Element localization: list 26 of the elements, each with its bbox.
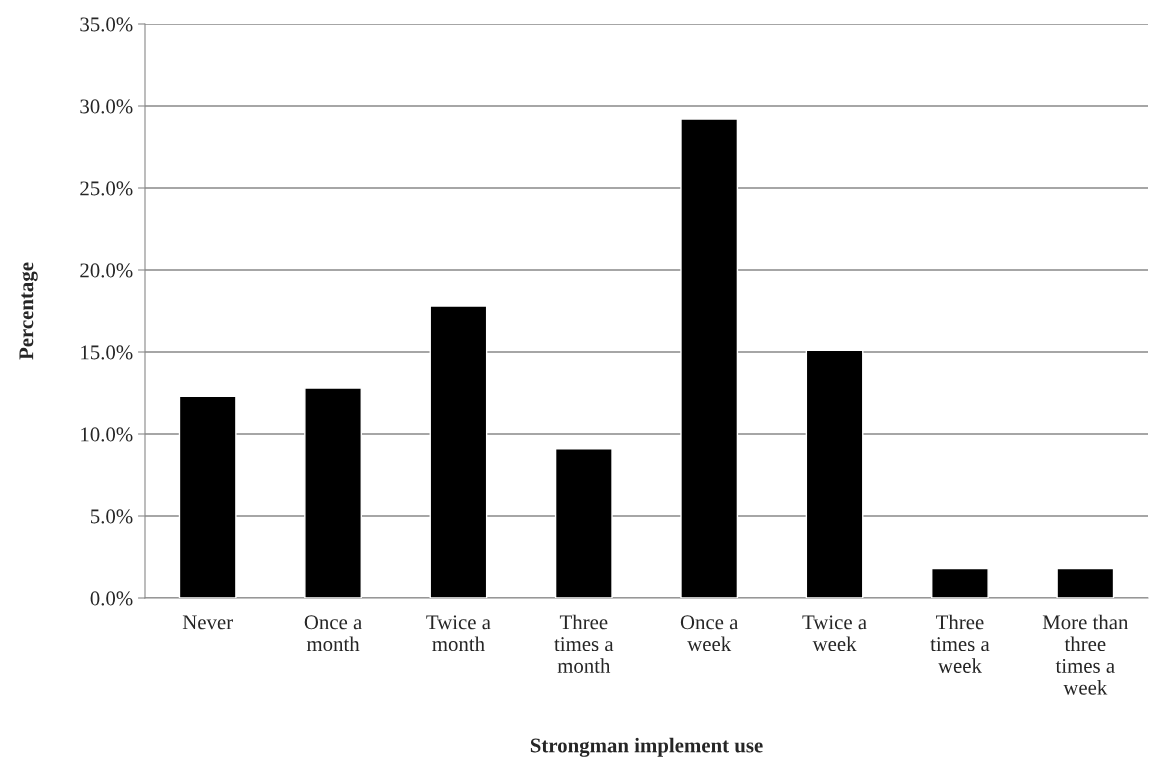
- x-tick-label: Once a month: [304, 615, 362, 652]
- x-tick-label: Twice a week: [802, 615, 867, 652]
- x-tick-label: Twice a month: [426, 615, 491, 652]
- y-tick-label: 30.0%: [80, 99, 133, 114]
- bar: [304, 387, 362, 598]
- x-tick-label: Once a week: [680, 615, 739, 652]
- y-tick-label: 10.0%: [81, 427, 133, 442]
- y-tick-label: 35.0%: [80, 17, 133, 32]
- bar: [429, 305, 488, 598]
- bar: [554, 448, 613, 598]
- y-tick-label: 5.0%: [91, 509, 133, 524]
- bar: [931, 567, 989, 598]
- x-tick-label: Never: [182, 615, 233, 630]
- x-axis-title: Strongman implement use: [530, 737, 763, 757]
- bar: [178, 395, 237, 598]
- bar: [805, 349, 864, 598]
- y-tick-label: 0.0%: [90, 591, 133, 606]
- y-axis-title: Percentage: [19, 262, 38, 360]
- bar: [680, 118, 739, 598]
- bar: [1056, 567, 1115, 598]
- y-tick-label: 20.0%: [80, 263, 133, 278]
- y-tick-label: 25.0%: [80, 181, 133, 196]
- x-tick-label: Three times a week: [930, 614, 990, 673]
- y-tick-label: 15.0%: [81, 345, 133, 360]
- x-tick-label: Three times a month: [554, 614, 614, 673]
- x-tick-label: More than three times a week: [1042, 614, 1129, 695]
